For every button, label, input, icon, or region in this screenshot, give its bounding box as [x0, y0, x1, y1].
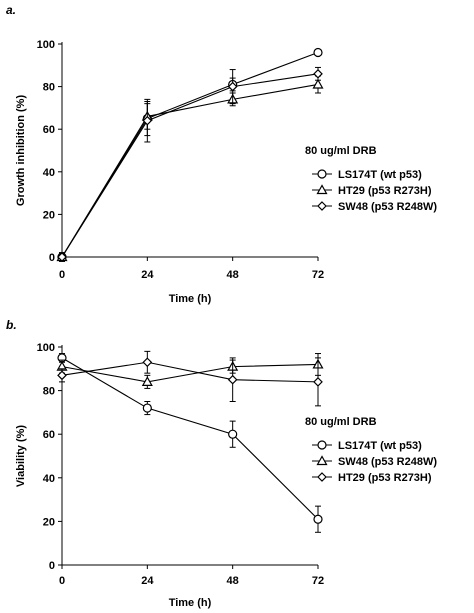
panel-a-legend-title: 80 ug/ml DRB	[305, 145, 377, 157]
panel-a-series-diamond-point	[313, 68, 323, 79]
panel-a-y-tick-label: 20	[43, 209, 55, 221]
panel-b-x-tick-label: 48	[227, 575, 239, 587]
panel-a-series-circle-line	[61, 52, 319, 258]
panel-b-y-tick-label: 80	[43, 386, 55, 398]
panel-a-series-triangle-point	[312, 78, 324, 89]
panel-a-x-tick-label: 0	[59, 269, 65, 281]
panel-b-y-tick-label: 40	[43, 473, 55, 485]
panel-b-series-circle-point	[313, 514, 323, 524]
panel-b-x-tick-label: 24	[141, 575, 154, 587]
panel-b-series-circle-point	[228, 429, 238, 439]
panel-a-x-tick-label: 48	[227, 269, 239, 281]
panel-b-legend-title: 80 ug/ml DRB	[305, 416, 377, 428]
panel-a-y-tick-label: 60	[43, 124, 55, 136]
panel-b-y-tick-label: 20	[43, 516, 55, 528]
panel-a-series-diamond-point	[57, 252, 67, 262]
panel-a-x-tick-label: 24	[141, 269, 154, 281]
panel-b-x-tick-label: 72	[312, 575, 324, 587]
panel-a-series-diamond-point	[142, 115, 153, 126]
panel-b-series-diamond-point	[57, 370, 67, 381]
panel-b-legend-marker	[316, 455, 328, 466]
panel-a-y-tick-label: 40	[43, 167, 55, 179]
panel-a-series-circle-point	[313, 47, 323, 58]
panel-a-legend-marker	[316, 184, 328, 195]
panel-b-legend-entry: LS174T (wt p53)	[338, 440, 422, 452]
panel-a-label: a.	[6, 3, 16, 17]
panel-b-series-circle-point	[142, 403, 152, 413]
panel-b-legend-marker	[317, 472, 327, 482]
panel-a-y-tick-label: 0	[49, 252, 55, 264]
panel-b-y-tick-label: 100	[37, 342, 55, 354]
panel-a-y-axis-title: Growth inhibition (%)	[15, 95, 27, 207]
panel-b-x-tick-label: 0	[59, 575, 65, 587]
panel-a-legend-entry: HT29 (p53 R273H)	[338, 185, 432, 197]
panel-b-legend-marker	[317, 440, 327, 450]
panel-b-label: b.	[6, 318, 17, 332]
panel-a-x-axis-title: Time (h)	[169, 293, 212, 305]
panel-a-series-diamond-line	[61, 73, 319, 258]
panel-b-series-triangle-line	[61, 363, 319, 383]
panel-b-series-triangle-point	[141, 376, 153, 386]
panel-b-series-circle-line	[61, 357, 319, 520]
panel-b-y-tick-label: 60	[43, 429, 55, 441]
panel-b-x-axis-title: Time (h)	[169, 597, 212, 609]
panel-a-legend-entry: SW48 (p53 R248W)	[338, 201, 437, 213]
panel-b-series-diamond-point	[227, 374, 238, 385]
panel-a-y-tick-label: 80	[43, 82, 55, 94]
panel-a-legend-marker	[317, 169, 327, 179]
panel-b-y-axis-title: Viability (%)	[15, 425, 27, 487]
panel-a-legend-entry: LS174T (wt p53)	[338, 169, 422, 181]
panel-b-series-diamond-point	[313, 377, 323, 387]
panel-a-series-triangle-line	[61, 83, 319, 258]
panel-b-legend-entry: HT29 (p53 R273H)	[338, 472, 432, 484]
panel-b-y-tick-label: 0	[49, 560, 55, 572]
panel-a-y-tick-label: 100	[37, 39, 55, 51]
panel-b-series-diamond-line	[61, 361, 319, 383]
panel-b-series-diamond-point	[142, 357, 153, 368]
panel-a-legend-marker	[317, 201, 327, 211]
panel-b-legend-entry: SW48 (p53 R248W)	[338, 456, 437, 468]
panel-a-series-diamond-point	[227, 81, 238, 92]
panel-a-x-tick-label: 72	[312, 269, 324, 281]
